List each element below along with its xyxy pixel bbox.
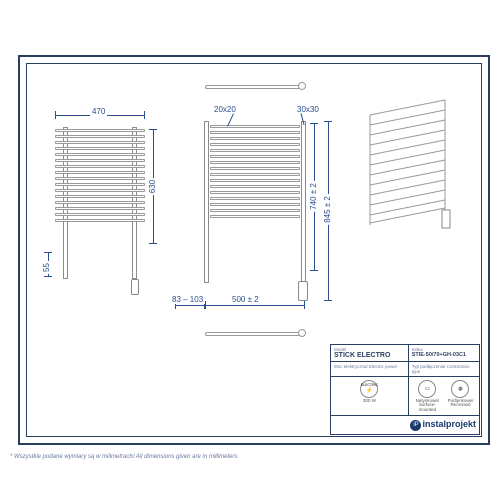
rung [210, 203, 300, 206]
index-value: STIE-50/70+GH-03C1 [412, 352, 466, 358]
drawing-frame: 470 630 55 20x20 30x30 740 ± 2 845 ± 2 8… [18, 55, 490, 445]
dim-740-label: 740 ± 2 [309, 181, 318, 212]
rung [210, 179, 300, 182]
footnote: * Wszystkie podane wymiary są w milimetr… [10, 454, 238, 460]
mount1-label: Natynkowe/ Surface-mounted [411, 399, 444, 413]
rung [210, 209, 300, 212]
rung [210, 185, 300, 188]
electric-icon: ELECTRIC ⚡ 300 W [333, 380, 406, 413]
dim-20x20-label: 20x20 [212, 105, 238, 114]
rung [55, 195, 145, 198]
bottom-bar-cap [298, 329, 306, 337]
rung [210, 131, 300, 134]
rung [55, 219, 145, 222]
rung [55, 189, 145, 192]
dim-500 [205, 305, 305, 306]
rung [55, 141, 145, 144]
bottom-bar [205, 332, 300, 336]
rung [210, 167, 300, 170]
model-value: STICK ELECTRO [334, 352, 390, 359]
rung [210, 149, 300, 152]
rung [55, 177, 145, 180]
rung [210, 125, 300, 128]
rung [55, 129, 145, 132]
mount-recessed-icon: ◍ Podtynkowe/ Recessed [444, 380, 477, 413]
dim-width-470-label: 470 [90, 107, 107, 116]
rung [210, 191, 300, 194]
rung [55, 159, 145, 162]
rung [55, 201, 145, 204]
rung [55, 147, 145, 150]
rung [55, 183, 145, 186]
power-label: Moc elektryczna/ Electric power [334, 364, 405, 369]
side-post-right [301, 121, 306, 283]
mount2-label: Podtynkowe/ Recessed [444, 399, 477, 408]
rung [55, 213, 145, 216]
rung [55, 165, 145, 168]
top-bar-cap [298, 82, 306, 90]
side-view [207, 121, 303, 271]
rung [210, 137, 300, 140]
front-view [55, 127, 145, 267]
rung [210, 155, 300, 158]
dim-83-103 [175, 305, 205, 306]
side-post-left [204, 121, 209, 283]
power-value: 300 W [333, 399, 406, 404]
rung [210, 143, 300, 146]
dim-gap-55-label: 55 [42, 261, 51, 274]
rung [210, 173, 300, 176]
logo-badge: iP [410, 420, 421, 431]
title-block: Model STICK ELECTRO Index STIE-50/70+GH-… [330, 344, 480, 435]
rung [210, 161, 300, 164]
heating-element [131, 279, 139, 295]
rung [210, 215, 300, 218]
side-rungs [210, 125, 300, 218]
rung [210, 197, 300, 200]
dim-83-103-label: 83 – 103 [170, 295, 205, 304]
dim-height-630-label: 630 [148, 178, 157, 195]
rung [55, 153, 145, 156]
dim-845-label: 845 ± 2 [323, 194, 332, 225]
isometric-view [350, 95, 470, 245]
rungs [55, 129, 145, 222]
rung [55, 207, 145, 210]
rung [55, 135, 145, 138]
logo-text: instalprojekt [422, 419, 476, 429]
rung [55, 171, 145, 174]
dim-30x30-label: 30x30 [295, 105, 321, 114]
mount-surface-icon: ▭ Natynkowe/ Surface-mounted [411, 380, 444, 413]
conn-label: Typ podłączenia/ Connection type [412, 364, 476, 374]
top-bar [205, 85, 300, 89]
dim-500-label: 500 ± 2 [230, 295, 261, 304]
side-heating-element [298, 281, 308, 301]
plug-icon: ⚡ [366, 387, 373, 394]
